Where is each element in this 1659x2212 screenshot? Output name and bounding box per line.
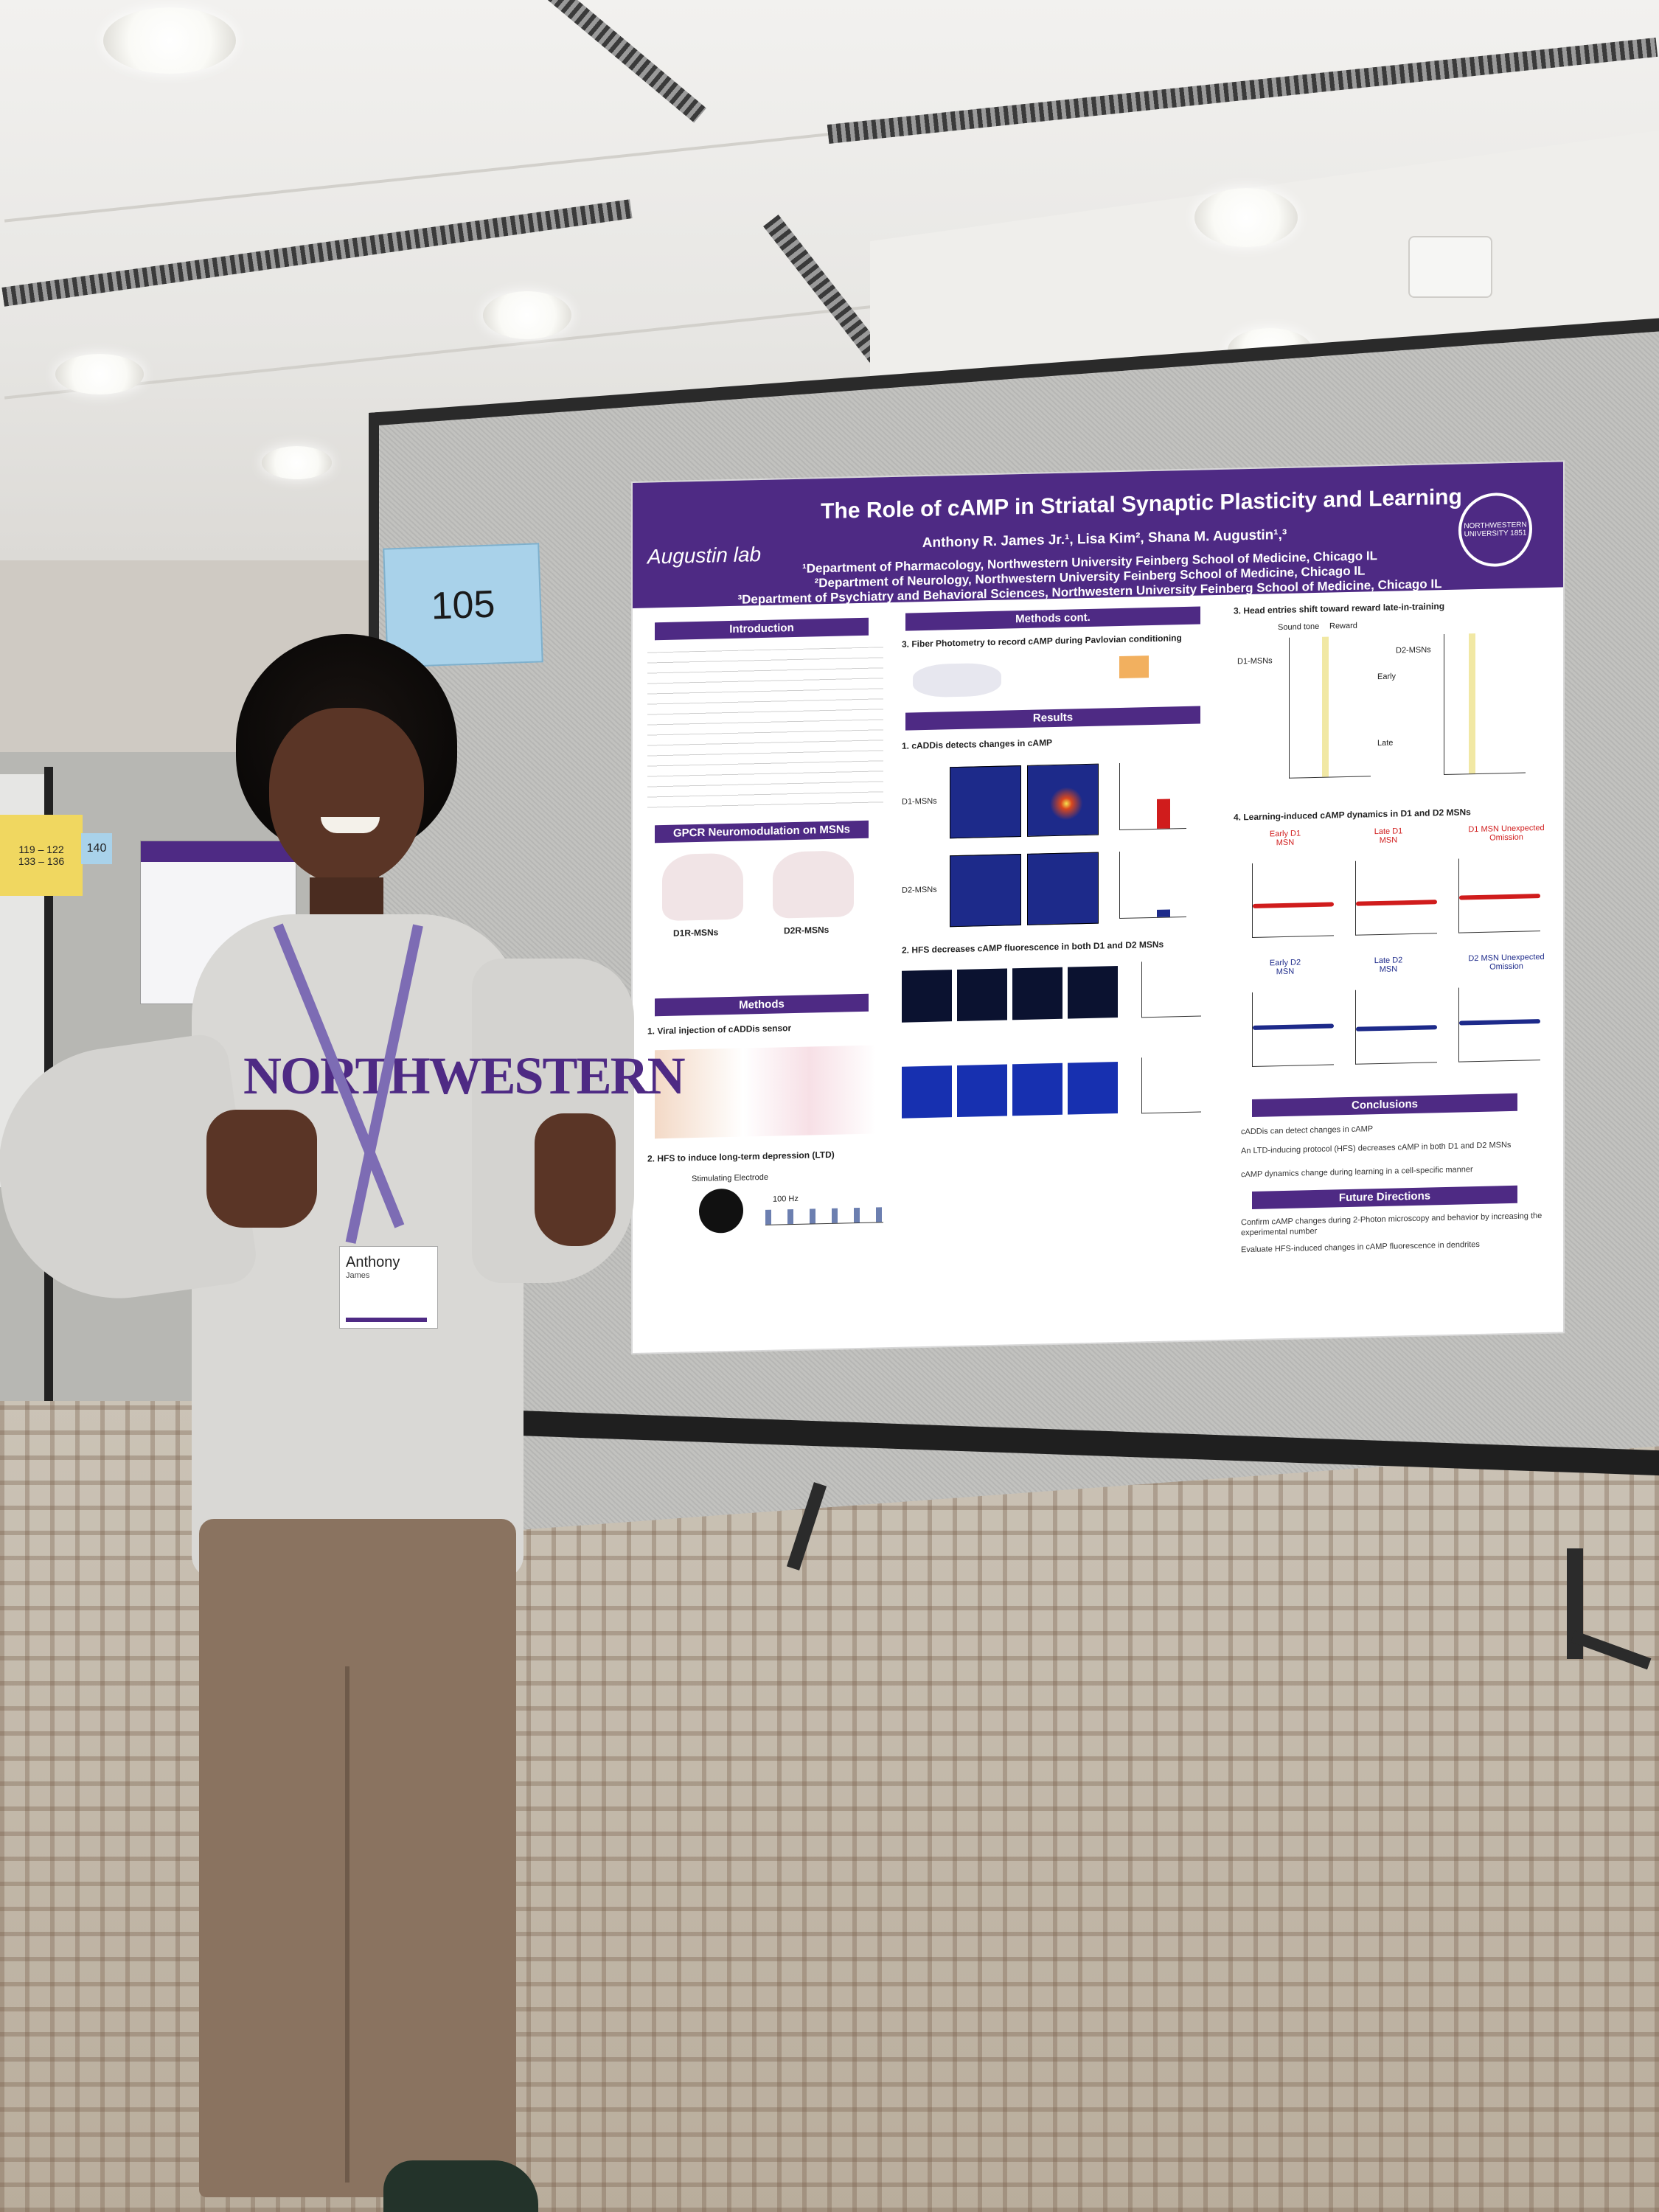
late-d2-label: Late D2 MSN	[1374, 956, 1403, 975]
ceiling-light	[483, 291, 571, 339]
person-face	[269, 708, 424, 885]
section-gpcr: GPCR Neuromodulation on MSNs	[655, 820, 869, 844]
ceiling-light	[55, 354, 144, 394]
subhead-learning: 4. Learning-induced cAMP dynamics in D1 …	[1234, 807, 1471, 823]
d2-fsk-image	[1027, 852, 1099, 925]
late-label: Late	[1377, 738, 1394, 748]
early-d1-trace	[1252, 861, 1334, 938]
booth-number-tag: 105	[383, 543, 543, 668]
board-leg	[1567, 1548, 1583, 1659]
section-methods: Methods	[655, 993, 869, 1017]
early-d1-label: Early D1 MSN	[1269, 829, 1301, 848]
poster-column-1: Introduction GPCR Neuromodulation on MSN…	[640, 610, 891, 1346]
d2-head-entry-hist	[1444, 632, 1526, 776]
badge-last-name: James	[346, 1271, 370, 1280]
conclusion-2: An LTD-inducing protocol (HFS) decreases…	[1241, 1140, 1512, 1156]
smoke-detector	[1408, 236, 1492, 298]
poster-title: The Role of cAMP in Striatal Synaptic Pl…	[821, 484, 1462, 524]
stim-electrode-label: Stimulating Electrode	[692, 1172, 768, 1184]
badge-first-name: Anthony	[346, 1254, 400, 1270]
d1-hfs-image-strip	[902, 965, 1123, 1023]
d1r-label: D1R-MSNs	[673, 927, 719, 939]
subhead-head-entries: 3. Head entries shift toward reward late…	[1234, 601, 1445, 616]
late-d1-label: Late D1 MSN	[1374, 827, 1403, 846]
poster-column-3: 3. Head entries shift toward reward late…	[1230, 595, 1554, 1332]
ceiling-light	[1194, 188, 1298, 247]
booth-range-line2: 133 – 136	[18, 855, 65, 867]
d1-head-entry-hist	[1289, 636, 1371, 779]
late-d1-trace	[1355, 859, 1437, 936]
slice-diagram	[699, 1188, 743, 1234]
name-badge: Anthony James	[339, 1246, 438, 1329]
section-future: Future Directions	[1252, 1185, 1517, 1209]
d2r-label: D2R-MSNs	[784, 924, 830, 936]
d2-hfs-image-strip	[902, 1061, 1123, 1119]
sound-tone-label: Sound tone	[1278, 622, 1320, 633]
viral-injection-figure	[655, 1045, 876, 1139]
hz-label: 100 Hz	[773, 1194, 799, 1204]
ceiling-vent	[547, 0, 706, 123]
person-pants	[199, 1519, 516, 2197]
d1-unexpected-label: D1 MSN Unexpected Omission	[1468, 823, 1545, 843]
subhead-viral: 1. Viral injection of cADDis sensor	[647, 1023, 792, 1037]
stim-train	[765, 1207, 883, 1225]
d1r-diagram	[662, 852, 743, 922]
d1-hfs-chart	[1141, 960, 1201, 1018]
right-thumbs-up	[535, 1113, 616, 1246]
booth-range-tag: 119 – 122 133 – 136	[0, 815, 83, 896]
ceiling-vent	[1, 199, 633, 307]
ceiling-vent	[827, 38, 1658, 144]
side-number-tag: 140	[81, 833, 112, 864]
d2r-diagram	[773, 850, 854, 919]
poster-header: The Role of cAMP in Striatal Synaptic Pl…	[633, 462, 1563, 608]
d1-msns-label: D1-MSNs	[902, 796, 937, 807]
conclusion-3: cAMP dynamics change during learning in …	[1241, 1165, 1473, 1180]
ceiling-light	[262, 446, 332, 479]
section-introduction: Introduction	[655, 617, 869, 641]
ceiling-light	[103, 7, 236, 74]
intro-text-block	[647, 647, 883, 815]
subhead-hfs-dec: 2. HFS decreases cAMP fluorescence in bo…	[902, 939, 1164, 956]
future-1: Confirm cAMP changes during 2-Photon mic…	[1241, 1211, 1543, 1238]
subhead-detect: 1. cADDis detects changes in cAMP	[902, 737, 1053, 751]
sound-cs-box	[1119, 655, 1149, 679]
section-methods-cont: Methods cont.	[905, 606, 1200, 631]
lab-logo: Augustin lab	[647, 543, 762, 568]
d1-acsf-image	[950, 765, 1021, 839]
sweatshirt-text: NORTHWESTERN	[243, 1046, 686, 1105]
booth-range-line1: 119 – 122	[18, 844, 64, 855]
late-d2-trace	[1355, 988, 1437, 1065]
d1-bar-chart	[1119, 761, 1186, 831]
subhead-hfs-ltd: 2. HFS to induce long-term depression (L…	[647, 1149, 835, 1164]
future-2: Evaluate HFS-induced changes in cAMP flu…	[1241, 1239, 1480, 1255]
d1-fsk-image	[1027, 763, 1099, 837]
left-thumbs-up	[206, 1110, 317, 1228]
d2-acsf-image	[950, 854, 1021, 928]
head-d2-label: D2-MSNs	[1396, 645, 1431, 655]
person-smile	[321, 817, 380, 833]
early-label: Early	[1377, 672, 1397, 682]
brain-diagram	[913, 662, 1001, 698]
d2-bar-chart	[1119, 849, 1186, 919]
poster-column-2: Methods cont. 3. Fiber Photometry to rec…	[898, 602, 1222, 1340]
university-seal: NORTHWESTERN UNIVERSITY 1851	[1458, 492, 1532, 568]
person-shoe	[383, 2160, 538, 2212]
section-results: Results	[905, 706, 1200, 731]
d2-hfs-chart	[1141, 1056, 1201, 1114]
d2-omission-trace	[1458, 986, 1540, 1062]
d2-msns-label: D2-MSNs	[902, 885, 937, 895]
conclusion-1: cADDis can detect changes in cAMP	[1241, 1124, 1374, 1137]
pants-seam	[345, 1666, 349, 2183]
early-d2-label: Early D2 MSN	[1269, 958, 1301, 977]
subhead-fiber: 3. Fiber Photometry to record cAMP durin…	[902, 633, 1182, 650]
reward-label: Reward	[1329, 621, 1357, 631]
early-d2-trace	[1252, 990, 1334, 1067]
section-conclusions: Conclusions	[1252, 1093, 1517, 1117]
d1-omission-trace	[1458, 857, 1540, 933]
research-poster: The Role of cAMP in Striatal Synaptic Pl…	[633, 462, 1563, 1353]
head-d1-label: D1-MSNs	[1237, 656, 1273, 667]
d2-unexpected-label: D2 MSN Unexpected Omission	[1468, 952, 1545, 972]
